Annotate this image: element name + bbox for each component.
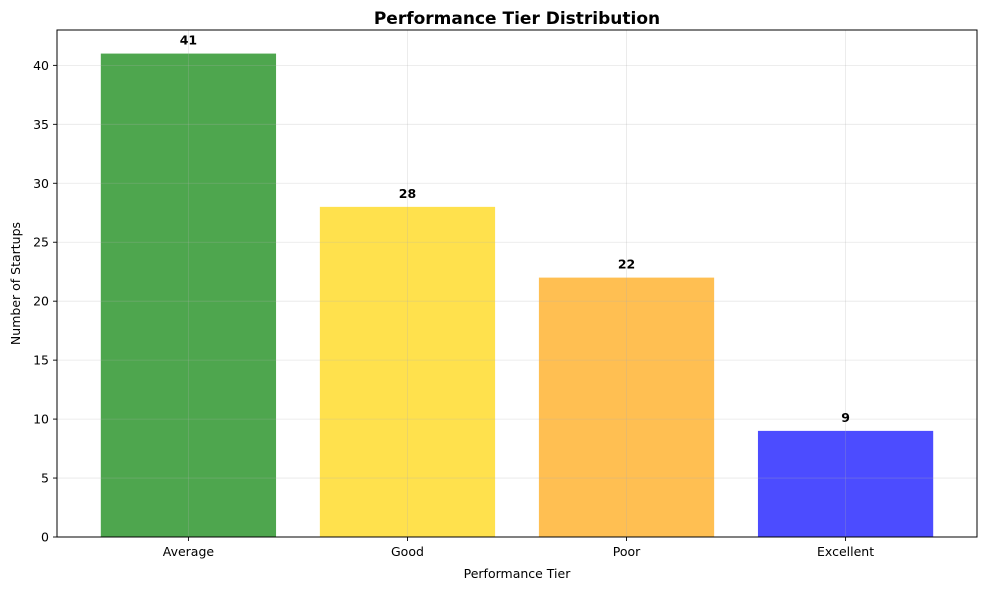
y-tick-label: 5 <box>41 471 49 486</box>
x-axis-label: Performance Tier <box>464 566 572 581</box>
y-tick-label: 35 <box>33 117 49 132</box>
y-tick-label: 25 <box>33 235 49 250</box>
bar-value-label: 9 <box>841 410 850 425</box>
bar <box>538 277 715 537</box>
plot-frame <box>56 29 978 538</box>
y-axis-ticks: 0 5 10 15 20 25 30 35 40 <box>33 58 57 545</box>
bar <box>100 53 277 538</box>
grid-overlay <box>57 30 977 538</box>
bar-value-label: 41 <box>180 33 197 48</box>
x-tick-label: Excellent <box>817 544 874 559</box>
bar <box>757 430 934 537</box>
x-axis-ticks: Average Good Poor Excellent <box>163 537 874 559</box>
y-axis-label: Number of Startups <box>8 222 23 345</box>
x-tick-label: Average <box>163 544 215 559</box>
chart-title: Performance Tier Distribution <box>374 9 660 29</box>
y-tick-label: 20 <box>33 294 49 309</box>
bar-value-label: 28 <box>399 186 416 201</box>
y-tick-label: 0 <box>41 530 49 545</box>
bar-value-label: 22 <box>618 257 635 272</box>
x-tick-label: Poor <box>613 544 641 559</box>
y-tick-label: 10 <box>33 412 49 427</box>
y-tick-label: 30 <box>33 176 49 191</box>
bar <box>319 206 496 537</box>
x-tick-label: Good <box>391 544 424 559</box>
y-tick-label: 40 <box>33 58 49 73</box>
y-tick-label: 15 <box>33 353 49 368</box>
data-labels: 41 28 22 9 <box>180 33 850 425</box>
bars <box>100 53 934 538</box>
